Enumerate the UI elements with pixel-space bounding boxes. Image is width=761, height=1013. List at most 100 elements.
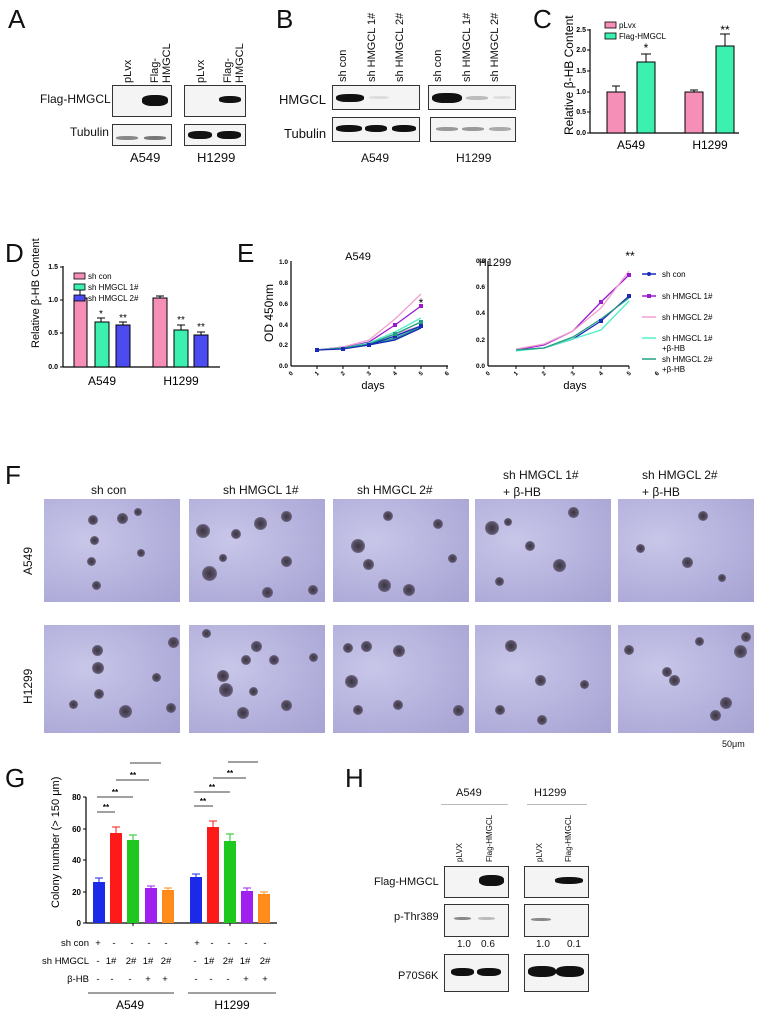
blot-h1299-tubulin xyxy=(184,124,246,146)
svg-text:A549: A549 xyxy=(345,251,371,263)
column-label: sh con xyxy=(91,483,127,497)
svg-text:**: ** xyxy=(177,315,185,326)
svg-text:-: - xyxy=(96,974,99,985)
svg-text:2: 2 xyxy=(541,370,548,377)
chart-c-relative-bhb: Relative β-HB Content 0.0 0.5 1.0 1.5 2.… xyxy=(562,15,739,152)
svg-text:+β-HB: +β-HB xyxy=(662,344,685,353)
colony-photo xyxy=(618,499,754,602)
cell-line-label: H1299 xyxy=(197,150,236,165)
column-label: + β-HB xyxy=(642,485,680,499)
blot-h1299-pthr389 xyxy=(524,904,589,937)
panel-label-c: C xyxy=(533,4,552,34)
svg-text:0: 0 xyxy=(77,919,82,928)
lane-label: Flag-HMGCL xyxy=(485,814,494,862)
svg-text:0.5: 0.5 xyxy=(48,330,58,337)
colony-photo xyxy=(44,499,180,602)
panel-label-g: G xyxy=(5,763,26,793)
y-ticks: 0.0 0.5 1.0 1.5 2.0 2.5 xyxy=(576,27,586,137)
scale-bar-label: 50μm xyxy=(722,739,745,749)
legend-e: sh con sh HMGCL 1# sh HMGCL 2# sh HMGCL … xyxy=(642,270,713,374)
blot-a549-pthr389 xyxy=(444,904,509,937)
svg-text:+: + xyxy=(243,974,249,985)
lane-label: sh con xyxy=(432,49,444,82)
svg-text:0.0: 0.0 xyxy=(476,363,485,370)
svg-text:0.4: 0.4 xyxy=(279,322,288,329)
svg-text:0.0: 0.0 xyxy=(279,363,288,370)
svg-text:0.8: 0.8 xyxy=(279,280,288,287)
lane-label: pLvx xyxy=(122,59,134,83)
svg-text:4: 4 xyxy=(598,370,605,377)
row-label: A549 xyxy=(21,546,35,575)
blot-h1299-flag xyxy=(524,866,589,898)
svg-text:β-HB: β-HB xyxy=(67,974,89,985)
svg-text:2#: 2# xyxy=(223,956,234,967)
column-label: sh HMGCL 1# xyxy=(223,483,299,497)
svg-text:-: - xyxy=(263,938,266,949)
row-label: Flag-HMGCL xyxy=(374,876,439,888)
svg-text:sh HMGCL 2#: sh HMGCL 2# xyxy=(662,313,713,322)
svg-text:Flag-HMGCL: Flag-HMGCL xyxy=(619,32,667,41)
svg-text:+β-HB: +β-HB xyxy=(662,365,685,374)
svg-text:+: + xyxy=(162,974,168,985)
svg-text:0.0: 0.0 xyxy=(48,364,58,371)
panel-label-f: F xyxy=(5,460,21,490)
svg-text:**: ** xyxy=(119,313,127,324)
row-label: Tubulin xyxy=(70,125,109,139)
svg-text:sh HMGCL 2#: sh HMGCL 2# xyxy=(88,294,139,303)
svg-text:sh HMGCL: sh HMGCL xyxy=(42,956,89,967)
svg-text:**: ** xyxy=(227,769,234,778)
svg-text:**: ** xyxy=(625,249,635,263)
quant-value: 1.0 xyxy=(536,939,550,950)
svg-text:H1299: H1299 xyxy=(214,998,250,1012)
svg-text:+: + xyxy=(145,974,151,985)
svg-text:Colony number (> 150 μm): Colony number (> 150 μm) xyxy=(50,777,62,908)
svg-text:1#: 1# xyxy=(106,956,117,967)
lane-label: sh HMGCL 1# xyxy=(461,12,473,82)
cell-line-label: H1299 xyxy=(456,151,492,165)
svg-text:sh con: sh con xyxy=(88,272,112,281)
svg-text:H1299: H1299 xyxy=(163,374,199,388)
svg-text:6: 6 xyxy=(444,370,451,377)
blot-a549-flag xyxy=(444,866,509,898)
panel-label-h: H xyxy=(345,763,364,793)
svg-text:0: 0 xyxy=(288,370,295,377)
svg-text:-: - xyxy=(147,938,150,949)
svg-text:1#: 1# xyxy=(240,956,251,967)
column-label: sh HMGCL 1# xyxy=(503,468,579,482)
svg-text:H1299: H1299 xyxy=(479,257,511,269)
lane-label: sh HMGCL 2# xyxy=(394,12,406,82)
svg-text:0.2: 0.2 xyxy=(279,342,288,349)
lane-label: pLVX xyxy=(535,843,544,862)
colony-photo xyxy=(333,499,469,602)
svg-text:3: 3 xyxy=(570,370,577,377)
svg-text:sh HMGCL 1#: sh HMGCL 1# xyxy=(662,292,713,301)
svg-text:-: - xyxy=(130,938,133,949)
y-axis-label: Relative β-HB Content xyxy=(562,15,576,135)
svg-text:**: ** xyxy=(103,803,110,812)
svg-text:1: 1 xyxy=(513,370,520,377)
svg-text:-: - xyxy=(128,974,131,985)
svg-text:OD 450nm: OD 450nm xyxy=(262,284,276,342)
lane-label: pLVX xyxy=(455,843,464,862)
cell-line-label: H1299 xyxy=(534,787,567,799)
svg-text:20: 20 xyxy=(72,888,81,897)
panel-label-e: E xyxy=(237,238,255,268)
svg-text:*: * xyxy=(419,296,424,310)
svg-text:**: ** xyxy=(138,760,145,763)
svg-text:1#: 1# xyxy=(143,956,154,967)
chart-e-proliferation: OD 450nm A549 0.0 0.2 0.4 0.6 0.8 1.0 0 … xyxy=(262,249,713,392)
svg-text:sh con: sh con xyxy=(61,938,89,949)
svg-text:-: - xyxy=(244,938,247,949)
quant-value: 1.0 xyxy=(457,939,471,950)
svg-text:0.6: 0.6 xyxy=(279,301,288,308)
blot-h1299-p70s6k xyxy=(524,954,589,992)
svg-text:-: - xyxy=(194,974,197,985)
svg-text:**: ** xyxy=(209,783,216,792)
svg-text:0.5: 0.5 xyxy=(576,109,586,116)
colony-photo xyxy=(475,625,611,733)
colony-photo xyxy=(189,625,325,733)
svg-text:sh HMGCL 1#: sh HMGCL 1# xyxy=(662,334,713,343)
column-label: + β-HB xyxy=(503,485,541,499)
svg-text:-: - xyxy=(210,938,213,949)
svg-text:4: 4 xyxy=(392,370,399,377)
